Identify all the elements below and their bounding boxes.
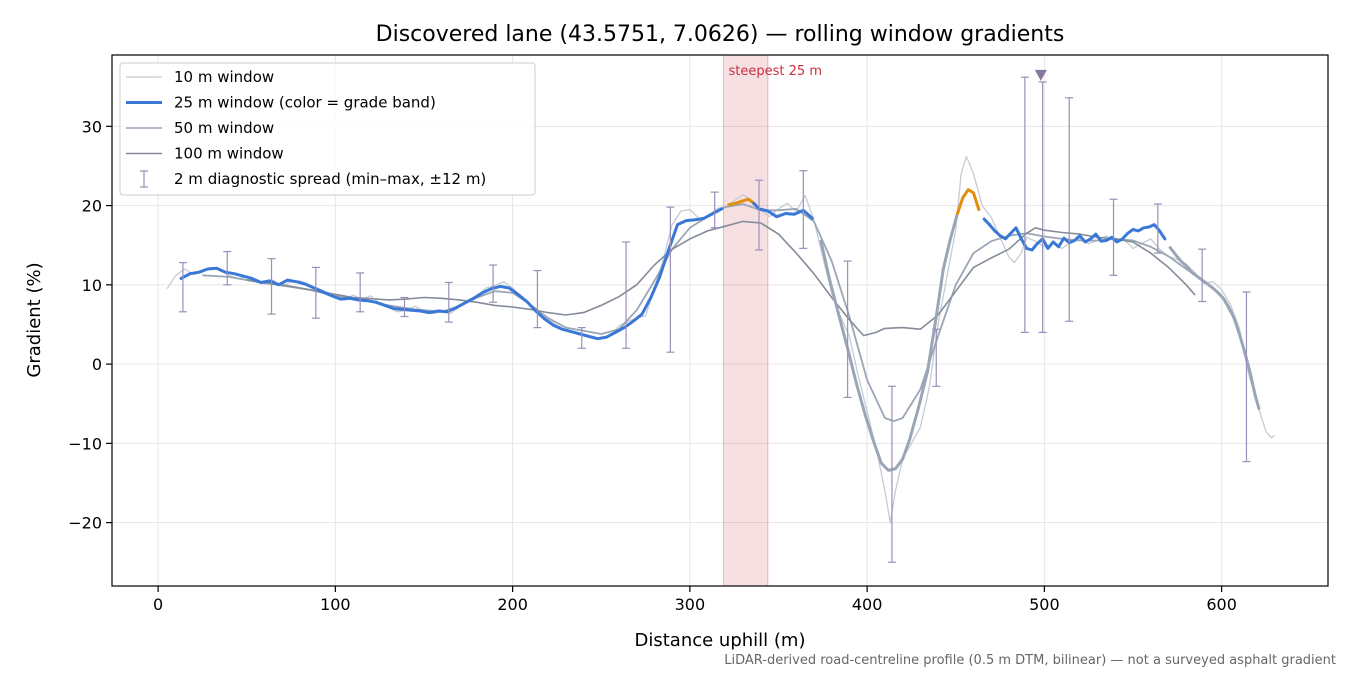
legend-label-0: 10 m window <box>174 68 274 86</box>
steepest-window-label: steepest 25 m <box>729 64 822 79</box>
legend-item-4: 2 m diagnostic spread (min–max, ±12 m) <box>140 170 486 188</box>
x-tick-label-5: 500 <box>1029 595 1060 614</box>
error-bar-14 <box>799 170 808 249</box>
error-bar-7 <box>489 264 498 303</box>
series-25-m-window-segment-2 <box>752 201 814 220</box>
y-tick-label-1: −10 <box>68 434 102 453</box>
error-bar-8 <box>533 269 542 329</box>
steepest-window-band <box>723 54 769 587</box>
series-50-m-window <box>202 203 1232 423</box>
chart-title: Discovered lane (43.5751, 7.0626) — roll… <box>376 22 1065 47</box>
error-bar-13 <box>754 179 763 251</box>
legend-label-1: 25 m window (color = grade band) <box>174 94 436 112</box>
x-tick-label-2: 200 <box>497 595 528 614</box>
error-bar-6 <box>444 281 453 323</box>
y-tick-label-0: −20 <box>68 514 102 533</box>
error-bar-12 <box>710 191 719 229</box>
x-tick-label-3: 300 <box>675 595 706 614</box>
error-bar-11 <box>666 206 675 353</box>
error-bar-10 <box>622 241 631 349</box>
error-bar-18 <box>1020 76 1029 333</box>
markers <box>1034 69 1047 81</box>
legend-item-1: 25 m window (color = grade band) <box>126 94 436 112</box>
series-lines <box>166 155 1276 524</box>
y-axis-ticks: −20 −10 0 10 20 30 <box>68 117 112 533</box>
legend-label-2: 50 m window <box>174 119 274 137</box>
legend-item-0: 10 m window <box>126 68 274 86</box>
error-bar-0 <box>178 262 187 313</box>
error-bar-22 <box>1153 203 1162 254</box>
error-bar-21 <box>1109 198 1118 276</box>
legend: 10 m window 25 m window (color = grade ba… <box>119 62 536 196</box>
x-tick-label-1: 100 <box>320 595 351 614</box>
series-100-m-window <box>246 220 1196 337</box>
legend-label-4: 2 m diagnostic spread (min–max, ±12 m) <box>174 170 486 188</box>
error-bar-9 <box>577 327 586 349</box>
grid-lines <box>112 55 1328 586</box>
y-tick-label-3: 10 <box>82 276 102 295</box>
y-tick-label-4: 20 <box>82 197 102 216</box>
series-25-m-window-segment-1 <box>727 197 756 207</box>
error-bar-2 <box>267 258 276 315</box>
error-bar-15 <box>843 260 852 398</box>
error-bar-1 <box>223 250 232 286</box>
error-bar-5 <box>400 296 409 318</box>
plot-frame <box>111 54 1329 587</box>
series-25-m-window-segment-4 <box>956 188 981 215</box>
max-marker-icon <box>1034 69 1047 81</box>
series-25-m-window-segment-5 <box>982 217 1167 252</box>
legend-label-3: 100 m window <box>174 145 284 163</box>
error-bar-4 <box>356 272 365 313</box>
error-bar-23 <box>1198 248 1207 303</box>
error-bar-17 <box>932 328 941 387</box>
x-axis-label: Distance uphill (m) <box>635 630 806 651</box>
legend-box <box>119 62 536 196</box>
series-10-m-window <box>166 155 1276 524</box>
y-tick-label-5: 30 <box>82 117 102 136</box>
legend-item-2: 50 m window <box>126 119 274 137</box>
footnote: LiDAR-derived road-centreline profile (0… <box>724 653 1336 668</box>
error-bar-24 <box>1242 291 1251 463</box>
x-axis-ticks: 0 100 200 300 400 500 600 <box>153 586 1237 614</box>
series-25-m-window-segment-6 <box>1168 246 1261 410</box>
steepest-window-highlight <box>723 54 769 587</box>
legend-item-3: 100 m window <box>126 145 284 163</box>
y-axis-label: Gradient (%) <box>24 262 45 377</box>
error-bar-20 <box>1065 97 1074 322</box>
series-25-m-window-segment-0 <box>179 207 724 341</box>
y-tick-label-2: 0 <box>92 355 102 374</box>
error-bar-3 <box>311 266 320 319</box>
x-tick-label-6: 600 <box>1206 595 1237 614</box>
error-bars <box>178 76 1251 563</box>
x-tick-label-0: 0 <box>153 595 163 614</box>
error-bar-16 <box>887 385 896 563</box>
error-bar-19 <box>1038 81 1047 333</box>
x-tick-label-4: 400 <box>852 595 883 614</box>
